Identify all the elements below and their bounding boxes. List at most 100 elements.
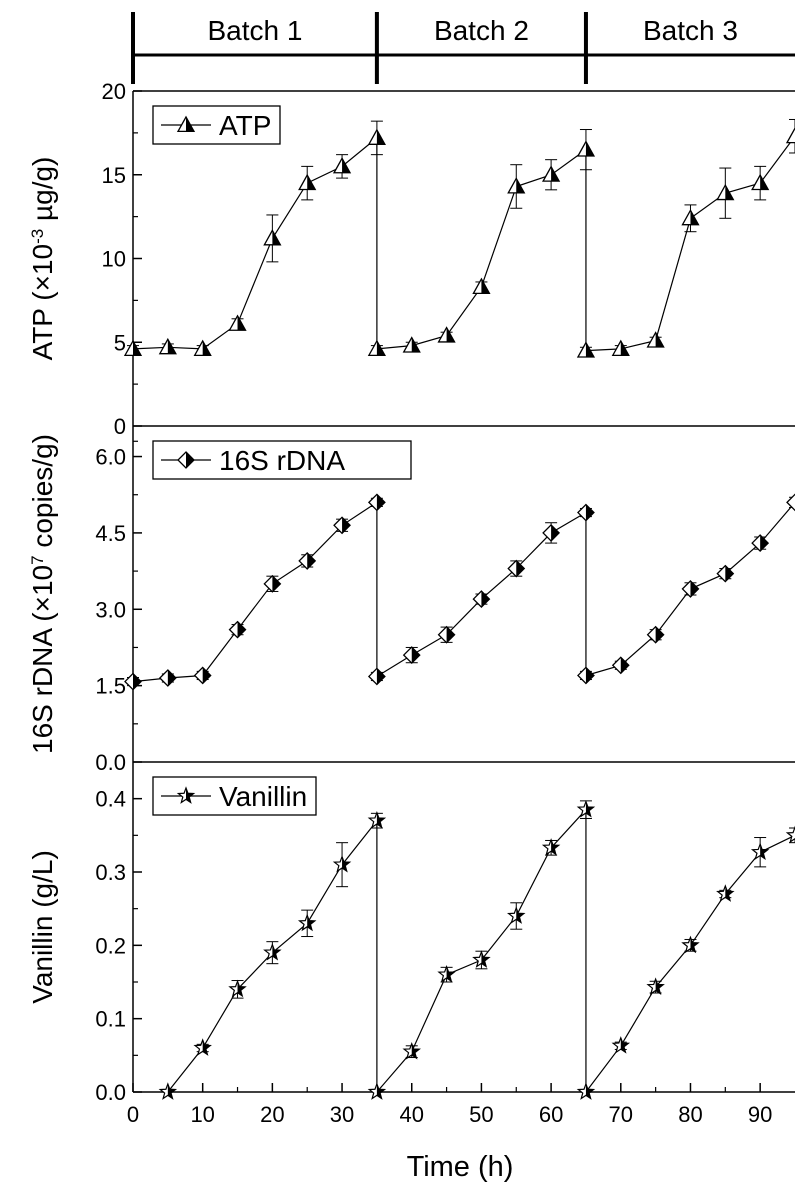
- y-axis-label-exponent: -3: [28, 229, 47, 244]
- star-marker-fill: [237, 981, 246, 996]
- diamond-marker-fill: [585, 667, 594, 684]
- triangle-marker: [785, 126, 795, 144]
- x-tick-label: 70: [609, 1102, 633, 1127]
- triangle-marker-fill: [376, 340, 385, 356]
- star-marker-fill: [376, 1084, 385, 1099]
- batch-label: Batch 1: [207, 15, 302, 46]
- star-marker-fill: [481, 952, 490, 967]
- diamond-marker-fill: [446, 626, 455, 643]
- y-tick-label: 5: [114, 330, 126, 355]
- diamond-marker-fill: [272, 575, 281, 592]
- panel-3: 0.0 0.1 0.2 0.3 0.4 0 10 20 30 40 50 60 70 80 90 Vanill…: [27, 762, 795, 1127]
- series-line: [585, 834, 795, 1093]
- star-marker-fill: [725, 886, 733, 901]
- y-tick-label: 15: [102, 163, 126, 188]
- x-tick-label: 80: [678, 1102, 702, 1127]
- y-axis-label-unit: µg/g): [27, 157, 58, 229]
- y-tick-label: 1.5: [95, 674, 126, 699]
- star-marker-fill: [307, 915, 315, 930]
- y-tick-label: 0.3: [95, 860, 126, 885]
- y-tick-label: 0: [114, 414, 126, 439]
- x-tick-label: 30: [330, 1102, 354, 1127]
- star-marker-fill: [411, 1043, 420, 1059]
- legend-label: 16S rDNA: [219, 445, 345, 476]
- series-line: [585, 135, 795, 352]
- y-axis-label-exponent: 7: [28, 555, 47, 564]
- star-marker-fill: [186, 788, 194, 803]
- diamond-marker-fill: [167, 670, 176, 686]
- batch-bar: Batch 1 Batch 2 Batch 3: [131, 12, 795, 84]
- y-axis-label-unit: copies/g): [27, 434, 58, 555]
- triangle-marker-fill: [272, 230, 281, 245]
- diamond-marker-fill: [551, 524, 560, 541]
- diamond-marker: [786, 493, 795, 512]
- star-marker-fill: [167, 1084, 176, 1099]
- batch-label: Batch 2: [434, 15, 529, 46]
- y-tick-label: 3.0: [95, 597, 126, 622]
- star-marker-fill: [446, 966, 455, 982]
- triangle-marker-fill: [307, 175, 316, 190]
- triangle-marker-fill: [167, 339, 176, 354]
- triangle-marker-fill: [376, 129, 385, 145]
- diamond-marker-fill: [620, 657, 629, 674]
- triangle-marker-fill: [725, 185, 734, 200]
- y-tick-label: 0.1: [95, 1007, 126, 1032]
- triangle-marker-fill: [446, 327, 455, 342]
- x-tick-label: 60: [539, 1102, 563, 1127]
- diamond-marker-fill: [342, 517, 351, 534]
- star-marker-fill: [342, 856, 350, 872]
- diamond-marker-fill: [186, 452, 194, 468]
- y-tick-label: 0.2: [95, 933, 126, 958]
- star-marker-fill: [585, 1084, 594, 1099]
- triangle-marker-fill: [342, 158, 351, 173]
- triangle-marker-fill: [133, 340, 141, 356]
- legend-label: ATP: [219, 110, 271, 141]
- star-marker-fill: [620, 1037, 629, 1053]
- x-tick-label: 40: [399, 1102, 423, 1127]
- y-tick-label: 0.4: [95, 787, 126, 812]
- diamond-marker-fill: [760, 535, 769, 552]
- triangle-marker-fill: [585, 141, 594, 157]
- diamond-marker-fill: [481, 591, 490, 608]
- y-axis-label: ATP (×10-3 µg/g): [27, 157, 58, 361]
- triangle-marker-fill: [760, 175, 769, 190]
- triangle-marker-fill: [237, 315, 246, 331]
- triangle-marker-fill: [481, 278, 490, 294]
- y-tick-label: 20: [102, 79, 126, 104]
- triangle-marker-fill: [585, 342, 594, 358]
- diamond-marker-fill: [725, 565, 734, 582]
- star-marker: [785, 825, 795, 844]
- y-axis-label: 16S rDNA (×107 copies/g): [27, 434, 58, 754]
- triangle-marker-fill: [620, 340, 629, 356]
- y-tick-label: 6.0: [95, 445, 126, 470]
- diamond-marker-fill: [237, 621, 246, 638]
- diamond-marker-fill: [516, 560, 525, 577]
- y-tick-label: 10: [102, 247, 126, 272]
- star-marker-fill: [551, 839, 559, 855]
- star-marker-fill: [655, 979, 664, 994]
- batch-label: Batch 3: [643, 15, 738, 46]
- panel-1: 0 5 10 15 20 ATP (×10-3 µg/g) ATP: [27, 79, 795, 439]
- star-marker-fill: [376, 812, 385, 828]
- diamond-marker-fill: [307, 552, 316, 569]
- diamond-marker-fill: [655, 626, 664, 643]
- x-tick-label: 90: [748, 1102, 772, 1127]
- diamond-marker-fill: [133, 673, 141, 690]
- triangle-marker-fill: [551, 166, 560, 182]
- triangle-marker-fill: [186, 117, 194, 132]
- diamond-marker-fill: [411, 647, 420, 664]
- diamond-marker-fill: [202, 667, 211, 684]
- star-marker-fill: [272, 944, 280, 960]
- triangle-marker-fill: [202, 340, 211, 356]
- diamond-marker-fill: [690, 580, 699, 597]
- x-tick-label: 50: [469, 1102, 493, 1127]
- y-axis-label: Vanillin (g/L): [27, 850, 58, 1004]
- diamond-marker-fill: [376, 494, 385, 511]
- x-tick-label: 20: [260, 1102, 284, 1127]
- diamond-marker-fill: [376, 668, 385, 685]
- diamond-marker-fill: [585, 504, 594, 521]
- triangle-marker-fill: [655, 332, 664, 347]
- panel-2: 0.0 1.5 3.0 4.5 6.0 16S rDNA (×107 copies/g) 1…: [27, 426, 795, 775]
